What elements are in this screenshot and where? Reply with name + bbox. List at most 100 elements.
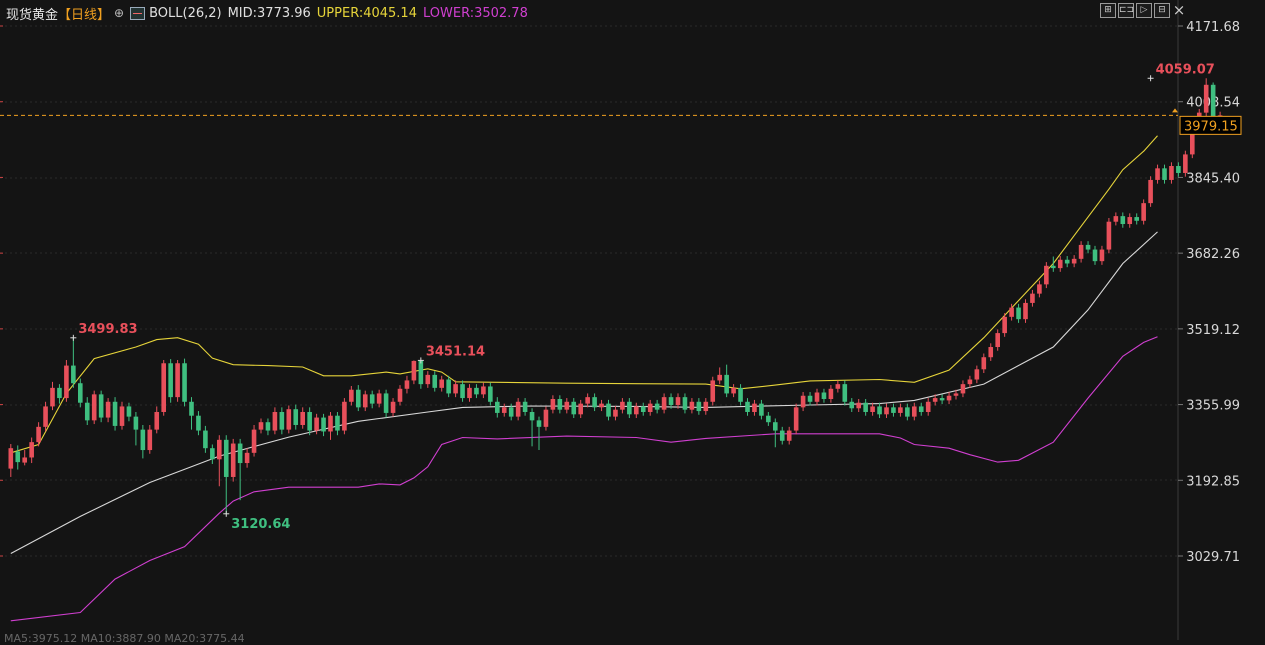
- candle-body: [467, 387, 472, 399]
- candle: [105, 398, 111, 423]
- candle-body: [828, 388, 834, 399]
- candle-body: [627, 401, 632, 415]
- candle: [1099, 245, 1105, 265]
- candle-body: [446, 379, 451, 394]
- candle-body: [995, 333, 1000, 348]
- candle: [356, 385, 361, 412]
- candle: [50, 381, 55, 411]
- candle: [759, 399, 764, 420]
- candle: [140, 424, 146, 459]
- candle-body: [460, 384, 465, 399]
- candle-body: [1176, 166, 1181, 173]
- candle: [925, 398, 931, 416]
- candle-body: [1203, 84, 1209, 113]
- candle: [821, 388, 827, 403]
- candle-body: [119, 406, 125, 426]
- boll-mid-value: MID:3773.96: [227, 5, 311, 21]
- candle: [362, 390, 368, 412]
- current-price-label: 3979.15: [1184, 119, 1238, 134]
- candle: [1071, 255, 1077, 268]
- candle-body: [988, 347, 994, 358]
- candle-body: [1009, 307, 1014, 317]
- candle: [43, 401, 48, 432]
- candle-body: [682, 397, 688, 410]
- candle-body: [161, 363, 166, 412]
- candle-body: [1064, 259, 1070, 264]
- candle-body: [891, 407, 896, 413]
- candle-body: [342, 401, 347, 431]
- price-annotation-label: 4059.07: [1156, 62, 1215, 77]
- candle-body: [1210, 84, 1216, 125]
- boll-indicator-label[interactable]: BOLL(26,2): [149, 5, 222, 21]
- candle-body: [112, 401, 118, 426]
- candle: [36, 422, 41, 447]
- candle: [661, 393, 667, 414]
- candle: [286, 405, 292, 434]
- candle-body: [634, 406, 639, 415]
- candle-body: [383, 393, 389, 413]
- candle-body: [1071, 258, 1077, 264]
- period-selector[interactable]: 【日线】: [58, 7, 111, 23]
- candle-body: [1085, 244, 1091, 250]
- candle: [912, 402, 917, 421]
- candle-body: [230, 443, 236, 477]
- candle-body: [557, 398, 563, 410]
- indicator-settings-icon[interactable]: [130, 6, 146, 20]
- candle-body: [1113, 216, 1119, 222]
- split-view-button[interactable]: ⊏⊐: [1118, 3, 1134, 18]
- candle-body: [856, 402, 861, 409]
- candle-body: [1044, 265, 1049, 285]
- candle-body: [272, 411, 278, 431]
- candle-body: [397, 388, 403, 402]
- close-icon[interactable]: ×: [1172, 1, 1186, 19]
- candle: [1162, 164, 1167, 184]
- candle: [78, 378, 83, 408]
- candle: [522, 398, 528, 416]
- candle: [481, 382, 486, 399]
- candle: [974, 365, 980, 384]
- play-button[interactable]: ▷: [1136, 3, 1152, 18]
- candle-body: [529, 411, 535, 421]
- window-button[interactable]: ⊟: [1154, 3, 1170, 18]
- candle-body: [8, 448, 14, 469]
- candle: [196, 411, 201, 436]
- y-tick-label: 3192.85: [1186, 474, 1240, 489]
- y-tick-label: 3519.12: [1186, 323, 1240, 338]
- candle: [154, 406, 160, 434]
- candle-body: [1023, 302, 1028, 320]
- candle-body: [335, 415, 340, 431]
- candle: [634, 402, 639, 419]
- candle: [446, 375, 451, 398]
- candle: [1127, 213, 1133, 228]
- candle: [981, 353, 987, 374]
- candle-body: [564, 401, 570, 410]
- candle-body: [543, 409, 549, 427]
- candle: [64, 360, 69, 402]
- candle: [328, 411, 333, 440]
- layout-grid-button[interactable]: ⊞: [1100, 3, 1116, 18]
- candle: [835, 380, 841, 393]
- candle-body: [905, 407, 910, 417]
- candle-body: [217, 439, 222, 460]
- candle-body: [1099, 249, 1105, 262]
- candle: [411, 360, 417, 385]
- instrument-title[interactable]: 现货黄金: [6, 7, 59, 23]
- candle-body: [258, 422, 264, 430]
- candle: [230, 438, 236, 482]
- y-tick-label: 3029.71: [1186, 550, 1240, 565]
- candle: [905, 403, 910, 421]
- candle: [738, 384, 743, 406]
- period-dropdown-icon[interactable]: ⊕: [114, 6, 125, 20]
- candle-body: [57, 387, 62, 399]
- candle: [967, 375, 973, 388]
- candle-body: [821, 392, 827, 399]
- candle-body: [251, 429, 257, 453]
- candle: [918, 402, 924, 416]
- candle-body: [703, 401, 709, 412]
- candle-body: [814, 392, 820, 402]
- candle-body: [585, 397, 590, 404]
- candle-body: [1057, 259, 1063, 269]
- candle: [244, 448, 250, 468]
- candle: [133, 411, 139, 446]
